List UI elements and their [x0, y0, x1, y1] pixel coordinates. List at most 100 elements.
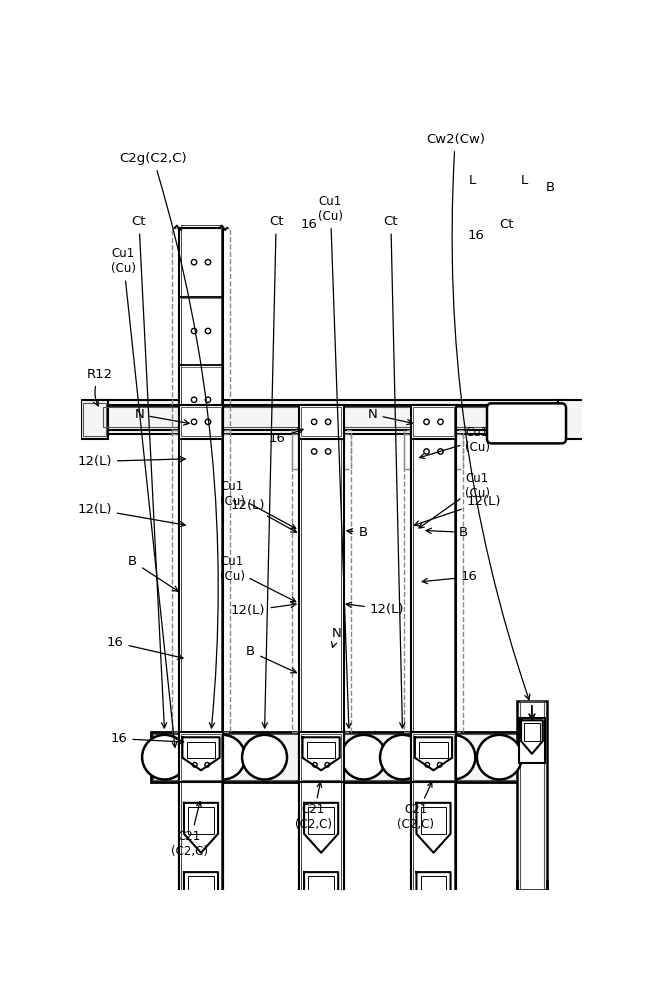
Bar	[299, 732, 344, 782]
Bar	[83, 403, 105, 436]
Bar	[413, 734, 454, 780]
Bar	[421, 876, 446, 903]
Bar	[411, 434, 456, 469]
Bar	[179, 801, 223, 871]
Text: Ct: Ct	[262, 215, 283, 728]
Bar	[299, 801, 344, 871]
Bar	[301, 734, 341, 799]
Circle shape	[200, 735, 245, 780]
Text: 12(L): 12(L)	[346, 602, 404, 616]
Text: 16: 16	[269, 429, 303, 445]
Text: L: L	[469, 174, 476, 187]
Bar	[413, 942, 454, 1000]
Bar	[308, 876, 334, 903]
Bar	[151, 732, 538, 782]
Text: Cu1
(Cu): Cu1 (Cu)	[111, 247, 177, 747]
Bar	[181, 225, 221, 436]
Bar	[308, 946, 334, 972]
Bar	[179, 732, 223, 782]
Bar	[519, 718, 545, 763]
Bar	[100, 430, 565, 434]
Bar	[413, 873, 454, 938]
Circle shape	[142, 735, 187, 780]
Bar	[179, 871, 223, 940]
Bar	[411, 732, 456, 801]
Bar	[299, 430, 344, 1000]
Bar	[411, 801, 456, 871]
Bar	[179, 732, 223, 801]
Bar	[301, 427, 341, 1000]
Bar	[100, 400, 565, 405]
Text: C21
(C2,C): C21 (C2,C)	[295, 782, 332, 831]
Bar	[188, 876, 214, 903]
Text: Cu1
(Cu): Cu1 (Cu)	[318, 195, 351, 728]
Bar	[301, 804, 341, 868]
Bar	[171, 228, 230, 434]
Text: Cu1
(Cu): Cu1 (Cu)	[420, 426, 490, 458]
Bar	[188, 807, 214, 834]
Bar	[179, 228, 223, 434]
Bar	[301, 436, 341, 466]
Text: 12(L): 12(L)	[78, 503, 185, 527]
Text: C2g(C2,C): C2g(C2,C)	[120, 152, 218, 728]
Bar	[181, 427, 221, 1000]
Bar	[181, 407, 221, 436]
Text: Cu1
(Cu): Cu1 (Cu)	[419, 472, 490, 528]
Bar	[301, 734, 341, 780]
Bar	[181, 942, 221, 1000]
Bar	[299, 732, 344, 801]
Text: B: B	[546, 181, 555, 194]
Text: 12(L): 12(L)	[78, 455, 185, 468]
Bar	[413, 427, 454, 1000]
Bar	[299, 434, 344, 469]
Text: V: V	[521, 404, 530, 417]
Bar	[413, 734, 454, 799]
Bar	[100, 405, 565, 430]
Text: 16: 16	[301, 218, 318, 231]
Bar	[413, 804, 454, 868]
Bar	[179, 736, 223, 778]
Text: C21
(C2,C): C21 (C2,C)	[171, 802, 208, 858]
Bar	[300, 736, 343, 778]
Bar	[292, 434, 351, 469]
Bar	[299, 940, 344, 1000]
Bar	[181, 804, 221, 868]
Text: B: B	[426, 526, 468, 539]
Bar	[523, 723, 540, 741]
Text: 16: 16	[468, 229, 485, 242]
Circle shape	[477, 735, 522, 780]
Bar	[404, 430, 463, 732]
Text: B: B	[128, 555, 178, 591]
Text: Cu1
(Cu): Cu1 (Cu)	[219, 555, 296, 602]
Text: 16: 16	[107, 636, 183, 659]
Bar	[153, 734, 536, 780]
Text: 16: 16	[111, 732, 184, 745]
Circle shape	[341, 735, 386, 780]
Bar	[411, 940, 456, 1000]
Text: 12(L): 12(L)	[231, 602, 296, 617]
Text: N: N	[332, 627, 342, 647]
Bar	[421, 946, 446, 972]
Bar	[411, 871, 456, 940]
Text: N: N	[368, 408, 412, 425]
Bar	[179, 430, 223, 1000]
Bar	[558, 400, 589, 439]
Bar	[299, 405, 344, 439]
Bar	[419, 742, 448, 758]
Circle shape	[380, 735, 425, 780]
Text: N: N	[135, 408, 189, 425]
Bar	[421, 807, 446, 834]
Bar	[411, 732, 456, 782]
Bar	[411, 736, 455, 778]
Bar	[307, 742, 335, 758]
Text: Ct: Ct	[384, 215, 405, 728]
Text: Cw2(Cw): Cw2(Cw)	[426, 133, 530, 700]
Text: B: B	[246, 645, 296, 673]
Bar	[411, 405, 456, 439]
Circle shape	[430, 735, 476, 780]
Bar	[308, 807, 334, 834]
Text: Ct: Ct	[132, 215, 167, 728]
Bar	[181, 734, 221, 780]
Bar	[299, 871, 344, 940]
Bar	[301, 942, 341, 1000]
